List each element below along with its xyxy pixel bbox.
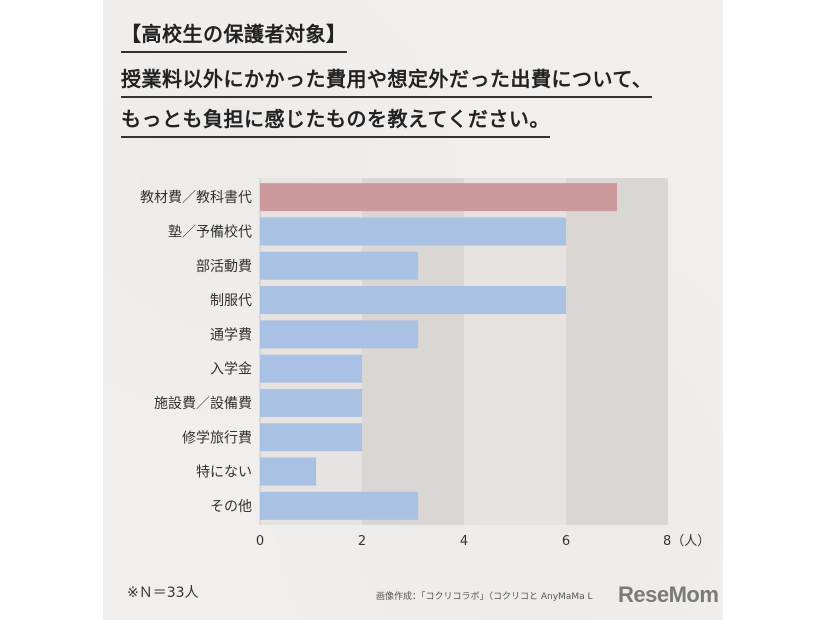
- bar: [260, 423, 362, 452]
- category-label: 部活動費: [196, 259, 252, 275]
- header-question-line2: もっとも負担に感じたものを教えてください。: [121, 103, 550, 138]
- bar: [260, 286, 566, 315]
- bar: [260, 354, 362, 383]
- bar: [260, 320, 419, 349]
- category-label: 特にない: [196, 465, 252, 481]
- grid-band: [566, 178, 668, 525]
- category-label: 塾／予備校代: [168, 223, 252, 240]
- category-label: 施設費／設備費: [154, 396, 252, 412]
- header-question-line1: 授業料以外にかかった費用や想定外だった出費について、: [121, 63, 653, 98]
- bar: [260, 251, 419, 280]
- x-tick-label: 0: [256, 534, 264, 549]
- source-credit: 画像作成：「コクリコラボ」（コクリコと AnyMaMa L: [376, 592, 593, 602]
- sample-size-note: ※Ｎ＝33人: [127, 585, 199, 601]
- bar: [260, 183, 617, 212]
- x-tick-label: 2: [358, 534, 366, 549]
- bar: [260, 388, 362, 417]
- category-label: 教材費／教科書代: [140, 190, 252, 206]
- x-tick-label: 8（人）: [663, 534, 710, 549]
- category-label: 修学旅行費: [182, 430, 252, 446]
- bar: [260, 491, 419, 520]
- category-label: その他: [210, 499, 252, 515]
- x-tick-label: 6: [562, 534, 570, 549]
- x-tick-label: 4: [460, 534, 468, 549]
- bar: [260, 217, 566, 246]
- category-label: 制服代: [210, 293, 252, 309]
- header-target: 【高校生の保護者対象】: [121, 18, 347, 53]
- bar: [260, 457, 317, 486]
- category-label: 入学金: [210, 362, 252, 378]
- category-label: 通学費: [210, 327, 252, 343]
- resemom-logo: ReseMom: [618, 582, 719, 607]
